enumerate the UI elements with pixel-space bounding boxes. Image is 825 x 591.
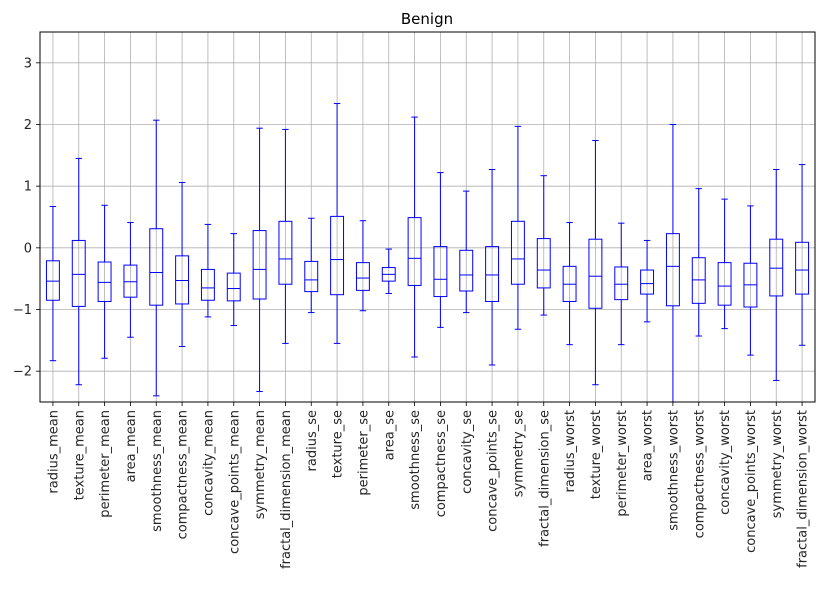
x-tick-label: texture_mean [72,410,87,500]
iqr-box [691,257,706,304]
x-tick-label: radius_worst [563,410,578,493]
x-tick-label: radius_se [305,410,320,471]
y-tick-label: 2 [24,118,32,133]
box-concavity_mean [200,223,215,318]
x-tick-label: area_se [382,410,397,460]
box-compactness_se [433,172,448,328]
iqr-box [665,233,680,307]
box-smoothness_worst [665,124,680,402]
box-texture_worst [588,140,603,386]
x-tick-label: smoothness_mean [150,410,165,532]
x-tick-label: fractal_dimension_se [537,410,552,547]
x-tick-label: symmetry_se [511,410,526,497]
box-texture_mean [71,157,86,386]
box-compactness_mean [175,181,190,347]
x-tick-label: concavity_se [460,410,475,494]
x-tick-label: fractal_dimension_mean [279,410,294,569]
x-tick-label: smoothness_se [408,410,423,510]
y-tick-label: 1 [24,180,32,195]
x-tick-label: compactness_worst [692,410,707,538]
iqr-box [795,241,810,295]
box-perimeter_mean [97,204,112,359]
box-area_mean [123,222,138,338]
box-perimeter_worst [614,222,629,346]
x-tick-label: compactness_se [434,410,449,517]
y-tick-label: 3 [24,56,32,71]
box-symmetry_mean [252,127,267,393]
iqr-box [355,262,370,291]
x-tick-label: compactness_mean [176,410,191,539]
x-tick-label: symmetry_worst [770,410,785,518]
box-concave_points_worst [743,205,758,356]
x-tick-label: texture_worst [589,410,604,499]
box-fractal_dimension_se [536,175,551,316]
box-smoothness_mean [149,119,164,397]
iqr-box [769,238,784,297]
iqr-box [433,246,448,298]
iqr-box [97,261,112,302]
box-fractal_dimension_worst [795,164,810,346]
box-concavity_worst [717,198,732,330]
iqr-box [459,249,474,292]
x-tick-label: perimeter_worst [615,410,630,517]
box-area_se [381,248,396,294]
iqr-box [45,260,60,301]
box-concave_points_mean [226,233,241,327]
axes: −2 −1 0 1 2 3 radius_mean texture_mean perimeter… [13,56,811,569]
x-tick-label: fractal_dimension_worst [796,410,811,568]
x-tick-label: perimeter_mean [98,410,113,518]
x-tick-label: area_worst [641,410,656,481]
box-radius_mean [45,206,60,362]
box-concavity_se [459,190,474,314]
x-tick-label: perimeter_se [356,410,371,496]
iqr-box [640,269,655,295]
box-series [45,103,810,402]
x-tick-label: radius_mean [46,410,61,494]
iqr-box [278,220,293,285]
x-tick-label: concavity_worst [718,410,733,515]
x-tick-label: concave_points_worst [744,410,759,553]
box-symmetry_worst [769,169,784,381]
box-fractal_dimension_mean [278,128,293,344]
iqr-box [330,215,345,296]
box-smoothness_se [407,116,422,358]
iqr-box [536,238,551,289]
iqr-box [614,266,629,301]
iqr-box [485,246,500,302]
iqr-box [200,268,215,301]
iqr-box [304,260,319,293]
x-tick-label: texture_se [331,410,346,478]
box-symmetry_se [510,125,525,330]
box-radius_worst [562,222,577,346]
iqr-box [149,228,164,306]
iqr-box [123,264,138,298]
box-radius_se [304,217,319,314]
iqr-box [717,262,732,306]
box-compactness_worst [691,188,706,337]
iqr-box [175,255,190,305]
x-tick-label: concave_points_se [486,410,501,532]
x-tick-label: concavity_mean [201,410,216,516]
chart-title: Benign [401,10,453,28]
box-area_worst [640,239,655,323]
box-concave_points_se [485,169,500,366]
y-tick-label: 0 [24,241,32,256]
iqr-box [252,230,267,300]
x-tick-label: smoothness_worst [666,410,681,531]
x-tick-label: area_mean [124,410,139,482]
y-tick-label: −2 [13,365,32,380]
iqr-box [407,217,422,286]
iqr-box [71,239,86,307]
box-texture_se [330,103,345,344]
x-tick-label: symmetry_mean [253,410,268,519]
iqr-box [510,220,525,285]
plot-frame [39,31,816,403]
x-tick-label: concave_points_mean [227,410,242,554]
iqr-box [226,272,241,302]
box-perimeter_se [355,220,370,312]
iqr-box [588,238,603,309]
y-tick-label: −1 [13,303,32,318]
